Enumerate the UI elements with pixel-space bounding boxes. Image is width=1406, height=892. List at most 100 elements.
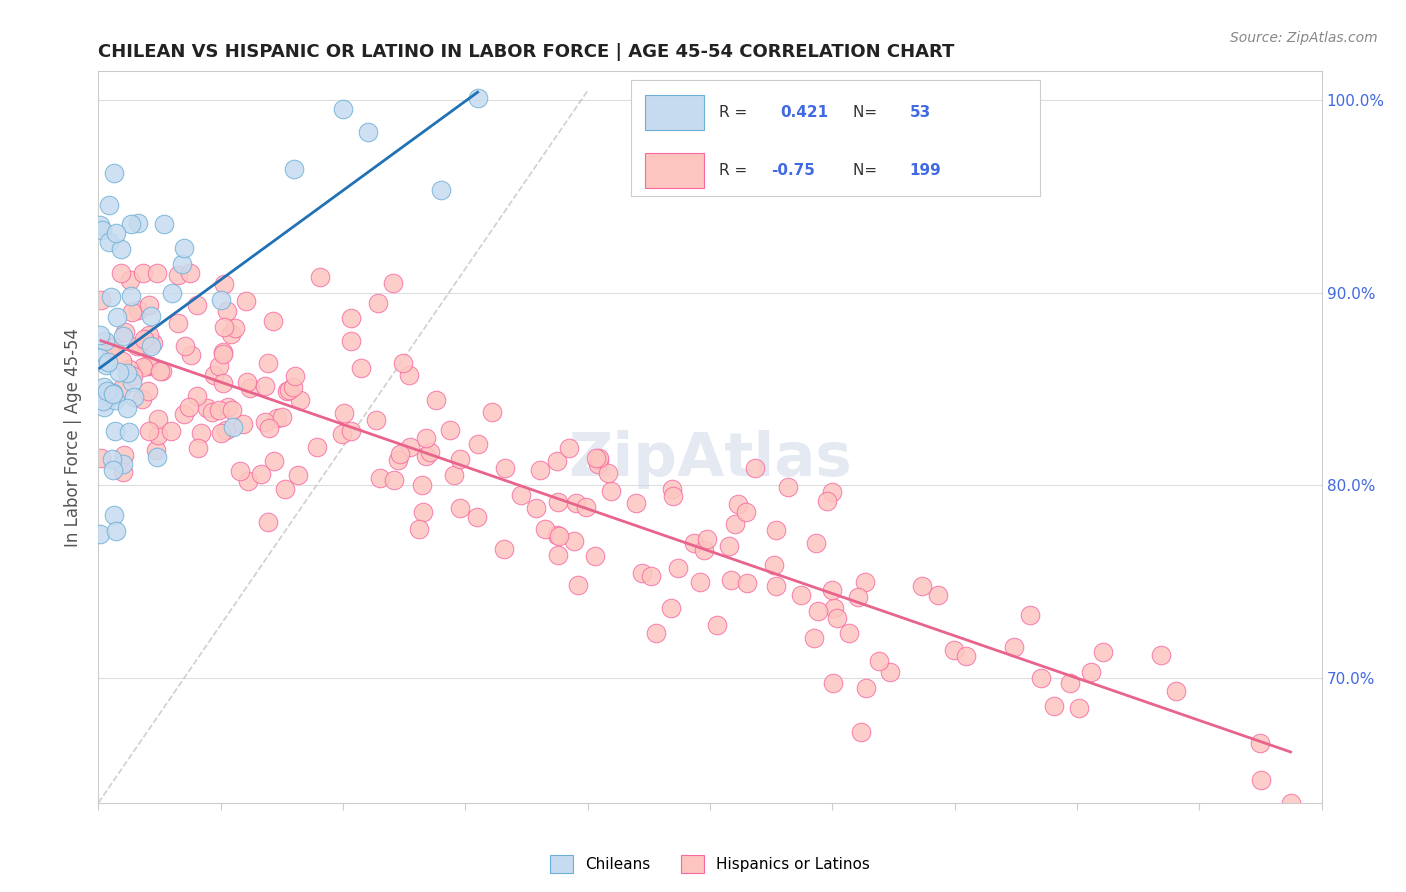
Point [288,392,311,407]
Point [93,400,115,414]
Point [160,425,183,439]
Point [96,384,118,399]
Point [546,453,568,467]
Point [141,335,163,350]
Point [238,474,260,488]
Point [276,384,298,399]
Point [567,578,589,592]
Point [105,226,128,240]
Point [104,392,127,407]
Point [217,401,239,415]
Point [640,569,662,583]
Point [150,364,173,378]
Point [1149,648,1171,662]
Point [121,305,143,319]
Point [575,500,598,514]
Point [821,485,844,500]
Point [118,273,141,287]
Point [263,454,285,468]
Point [186,389,208,403]
Point [419,444,441,458]
Point [588,450,610,465]
Point [250,467,273,482]
Point [588,453,610,467]
Point [111,354,134,368]
Point [167,316,190,330]
Text: N=: N= [853,105,882,120]
Point [467,436,489,450]
Point [624,496,647,510]
Point [103,508,125,523]
Point [727,497,749,511]
Point [100,389,122,403]
Point [236,375,259,389]
Point [266,411,288,425]
Point [529,462,551,476]
Point [689,575,711,590]
Point [127,216,149,230]
Point [720,573,742,587]
Text: -0.75: -0.75 [772,163,815,178]
Point [547,549,569,563]
Point [825,610,848,624]
Point [122,390,145,404]
Point [855,681,877,696]
Point [138,298,160,312]
Point [340,424,363,438]
Point [229,464,252,478]
Text: N=: N= [853,163,882,178]
Point [97,235,120,249]
Point [596,466,619,480]
Point [131,392,153,406]
Point [101,452,124,467]
Point [219,327,242,342]
Point [1019,608,1042,623]
Point [430,183,453,197]
Point [232,417,254,431]
Point [467,91,489,105]
Point [253,379,276,393]
Point [927,588,949,602]
Point [93,394,115,409]
Point [283,380,305,394]
Point [645,625,668,640]
Point [111,381,134,395]
Point [112,329,135,343]
Point [211,345,233,359]
Legend: Chileans, Hispanics or Latinos: Chileans, Hispanics or Latinos [544,848,876,880]
Point [443,468,465,483]
Point [333,406,356,420]
Point [179,267,201,281]
Point [94,334,117,348]
Point [284,369,307,384]
Point [465,510,488,524]
Point [744,461,766,475]
Point [239,381,262,395]
Point [270,410,292,425]
Point [111,465,134,479]
Point [1080,665,1102,679]
Text: R =: R = [718,105,752,120]
Text: CHILEAN VS HISPANIC OR LATINO IN LABOR FORCE | AGE 45-54 CORRELATION CHART: CHILEAN VS HISPANIC OR LATINO IN LABOR F… [98,44,955,62]
Point [208,402,231,417]
Point [141,339,163,353]
Point [1031,671,1053,685]
Point [103,340,125,354]
Point [172,257,194,271]
Point [1250,773,1272,788]
Point [823,600,845,615]
Point [408,522,430,536]
Point [661,489,683,503]
Point [146,267,169,281]
Point [388,447,411,461]
Y-axis label: In Labor Force | Age 45-54: In Labor Force | Age 45-54 [65,327,83,547]
Point [398,368,420,382]
Point [855,574,877,589]
Point [630,566,652,581]
Point [287,468,309,483]
Point [494,461,516,475]
Point [174,339,197,353]
Point [821,676,844,690]
Text: 199: 199 [910,163,941,178]
Point [167,268,190,283]
